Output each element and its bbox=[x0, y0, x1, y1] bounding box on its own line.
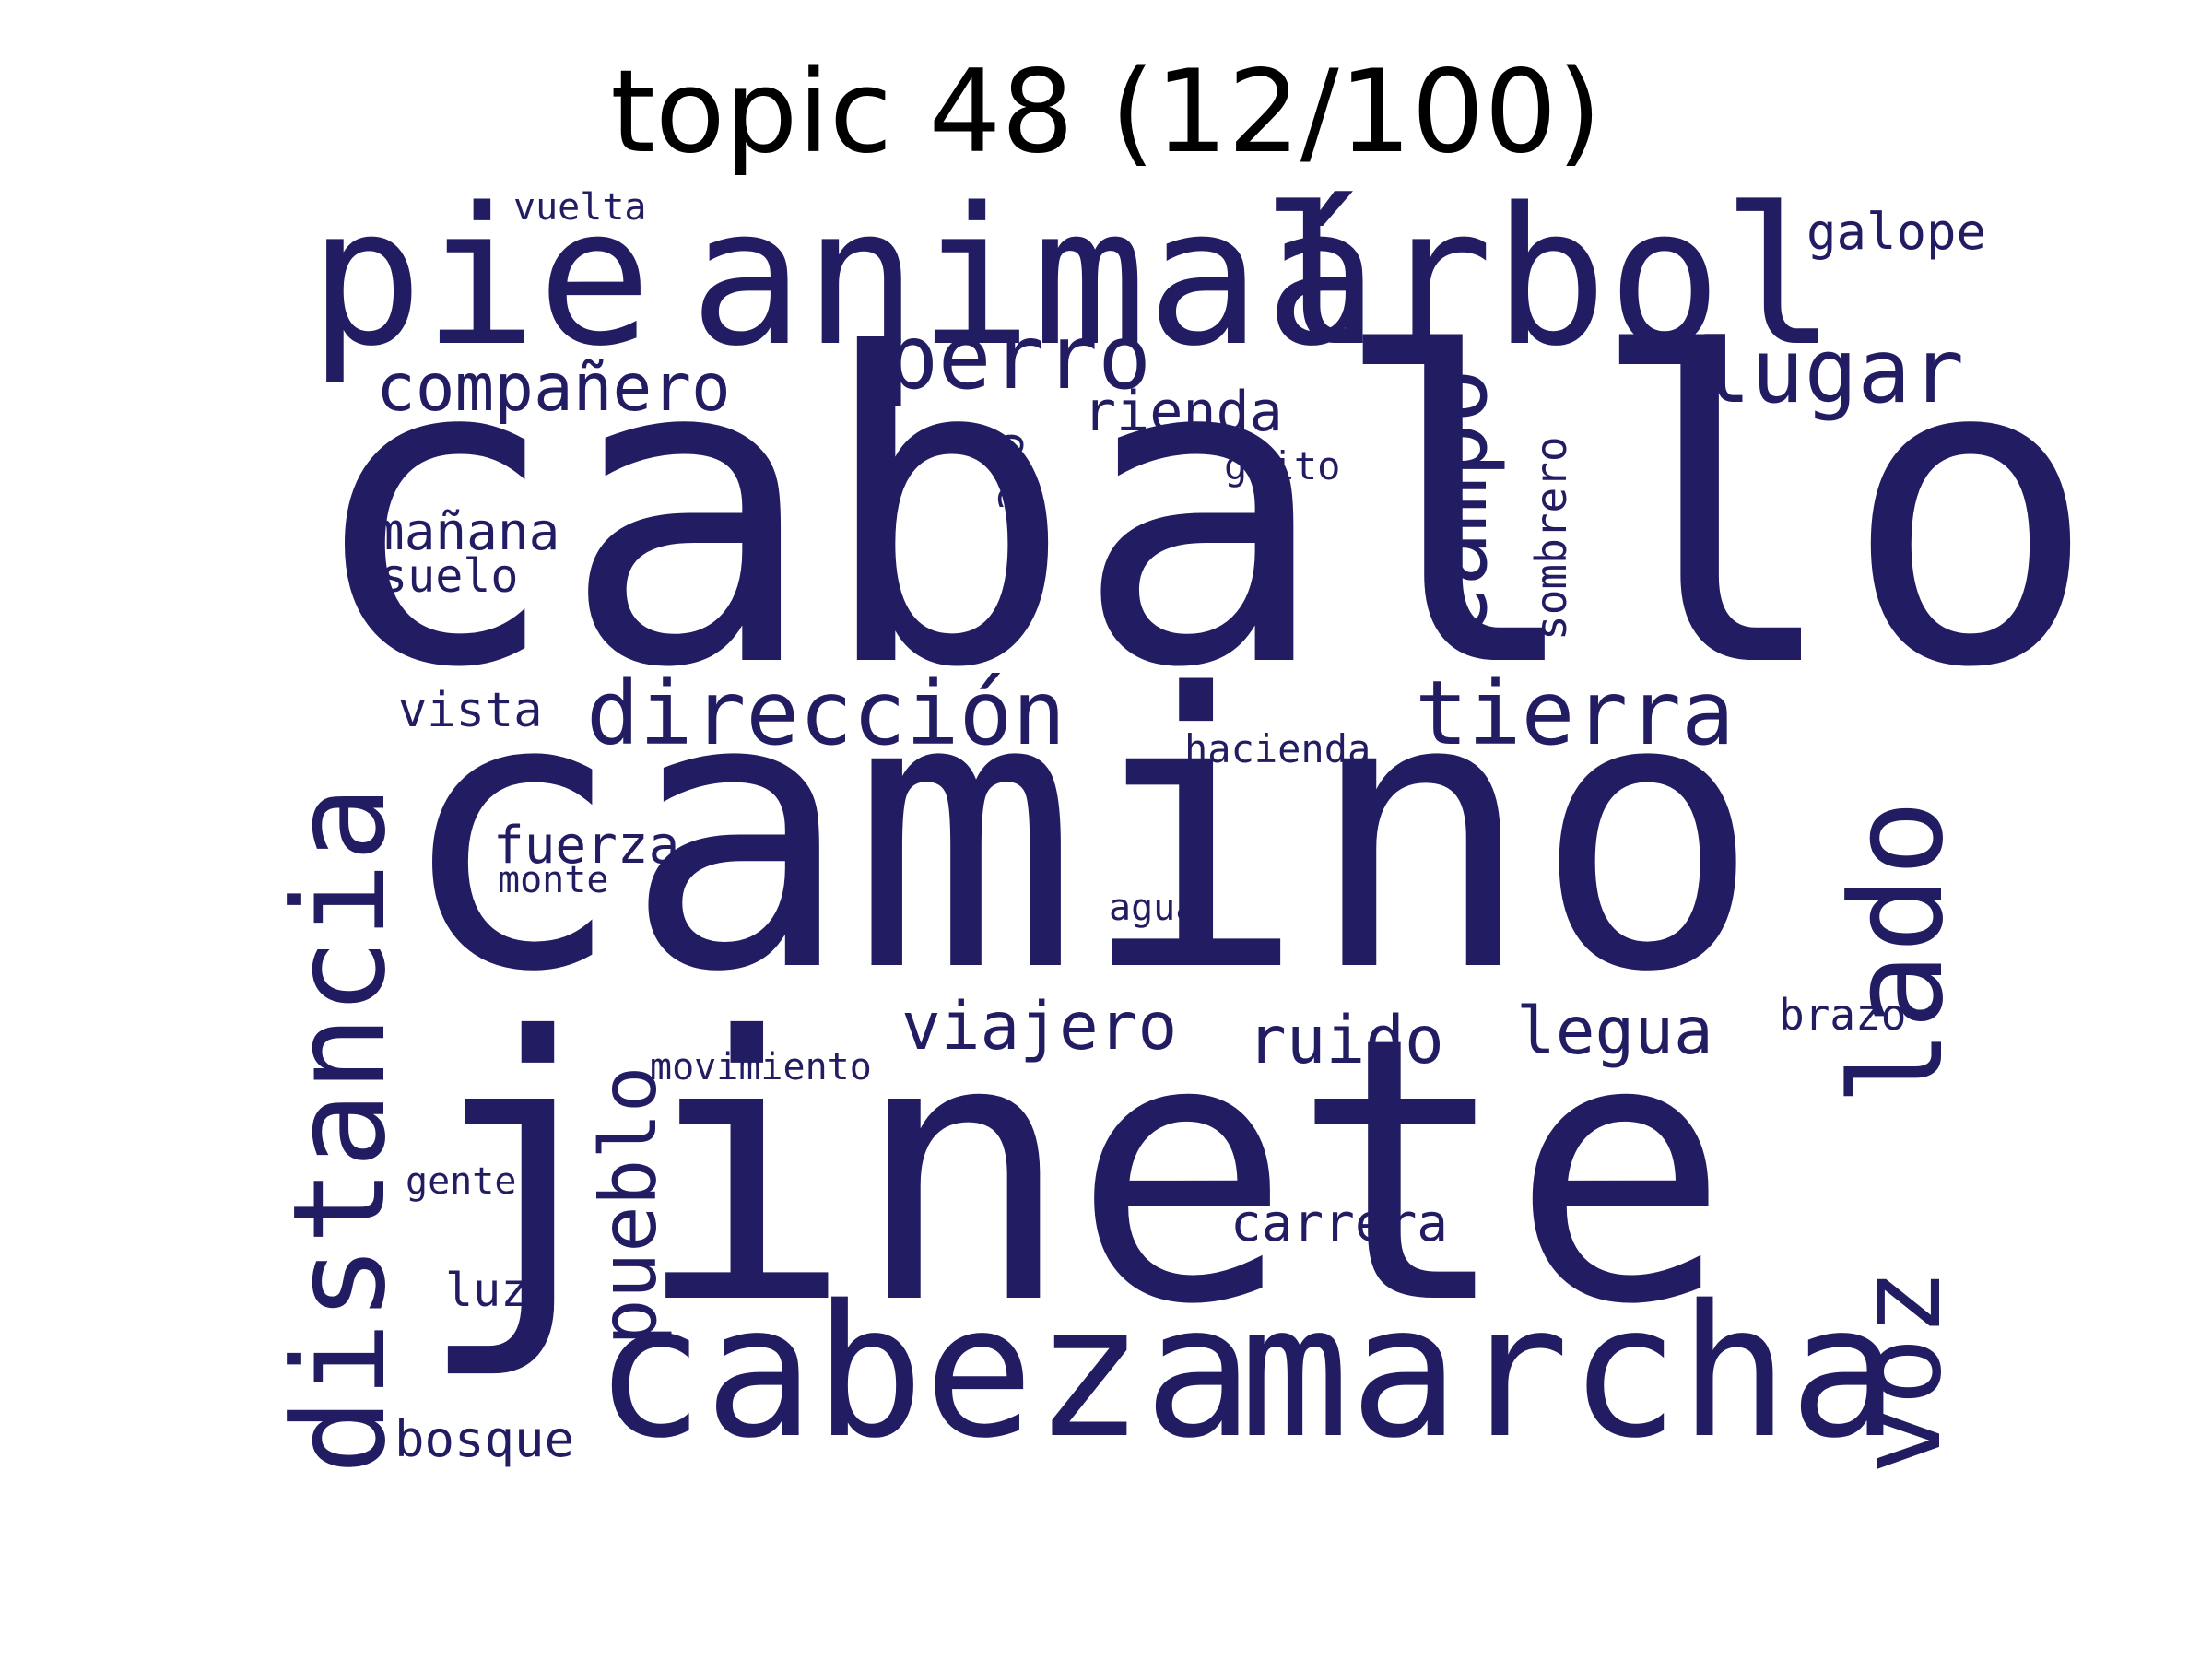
word-brazo: brazo bbox=[1779, 990, 1907, 1040]
word-gente: gente bbox=[406, 1160, 517, 1203]
word-lado: lado bbox=[1823, 799, 1971, 1106]
word-companero: compañero bbox=[376, 349, 731, 426]
word-perro: perro bbox=[885, 306, 1151, 409]
word-camino: camino bbox=[396, 614, 1762, 1054]
word-galope: galope bbox=[1806, 203, 1987, 261]
word-amo: amo bbox=[982, 431, 1034, 512]
word-lugar: lugar bbox=[1698, 320, 1964, 423]
word-jinete: jinete bbox=[415, 960, 1730, 1384]
word-pie: pie bbox=[309, 167, 653, 388]
word-marcha: marcha bbox=[1240, 1265, 1900, 1478]
word-voz: voz bbox=[1834, 1268, 1967, 1475]
word-campo: campo bbox=[1403, 368, 1508, 641]
word-vista: vista bbox=[398, 683, 543, 738]
word-vuelta: vuelta bbox=[513, 186, 647, 229]
word-suelo: suelo bbox=[380, 549, 519, 603]
word-legua: legua bbox=[1516, 993, 1713, 1069]
word-distancia: distancia bbox=[265, 785, 414, 1475]
word-viajero: viajero bbox=[901, 988, 1178, 1065]
page-title: topic 48 (12/100) bbox=[610, 46, 1602, 179]
word-arbol: árbol bbox=[1265, 167, 1837, 388]
word-fuerza: fuerza bbox=[493, 816, 680, 876]
word-luz: luz bbox=[445, 1264, 529, 1317]
word-cabeza: cabeza bbox=[594, 1265, 1254, 1478]
word-tierra: tierra bbox=[1415, 662, 1735, 765]
word-pueblo: pueblo bbox=[583, 1065, 674, 1346]
word-movimiento: movimiento bbox=[650, 1046, 872, 1088]
word-hacienda: hacienda bbox=[1184, 726, 1371, 771]
word-bosque: bosque bbox=[394, 1410, 575, 1468]
word-sombrero: sombrero bbox=[1526, 436, 1576, 641]
word-animal: animal bbox=[689, 167, 1376, 388]
word-caballo: caballo bbox=[304, 265, 2100, 760]
word-direccion: dirección bbox=[586, 662, 1066, 765]
word-ruido: ruido bbox=[1247, 1002, 1444, 1078]
word-monte: monte bbox=[498, 859, 609, 901]
word-grito: grito bbox=[1224, 443, 1341, 488]
word-agua: agua bbox=[1109, 887, 1198, 929]
word-carrera: carrera bbox=[1230, 1194, 1449, 1253]
word-rienda: rienda bbox=[1083, 380, 1283, 444]
word-manana: mañana bbox=[373, 502, 560, 562]
